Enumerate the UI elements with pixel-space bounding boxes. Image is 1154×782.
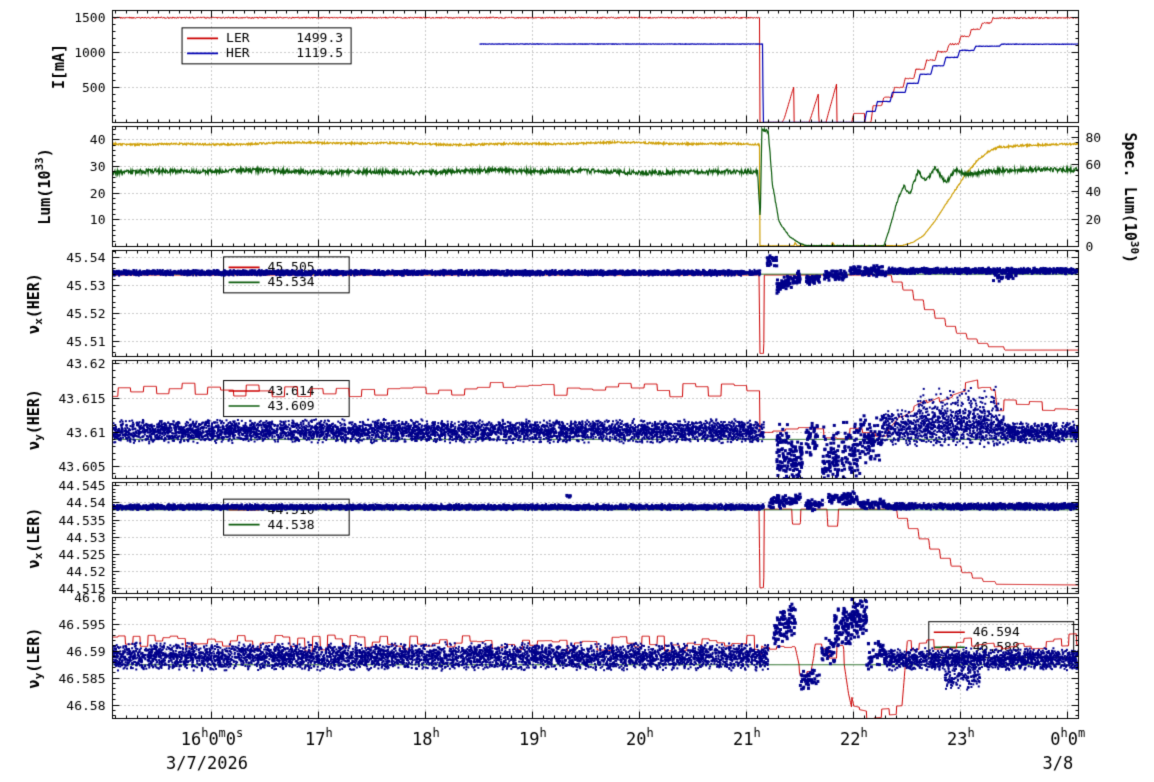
chart-container: I[mA] Lum(10^33) Spec. Lum(10^30) νx(HER… xyxy=(0,0,1154,782)
accelerator-status-chart xyxy=(0,0,1154,782)
